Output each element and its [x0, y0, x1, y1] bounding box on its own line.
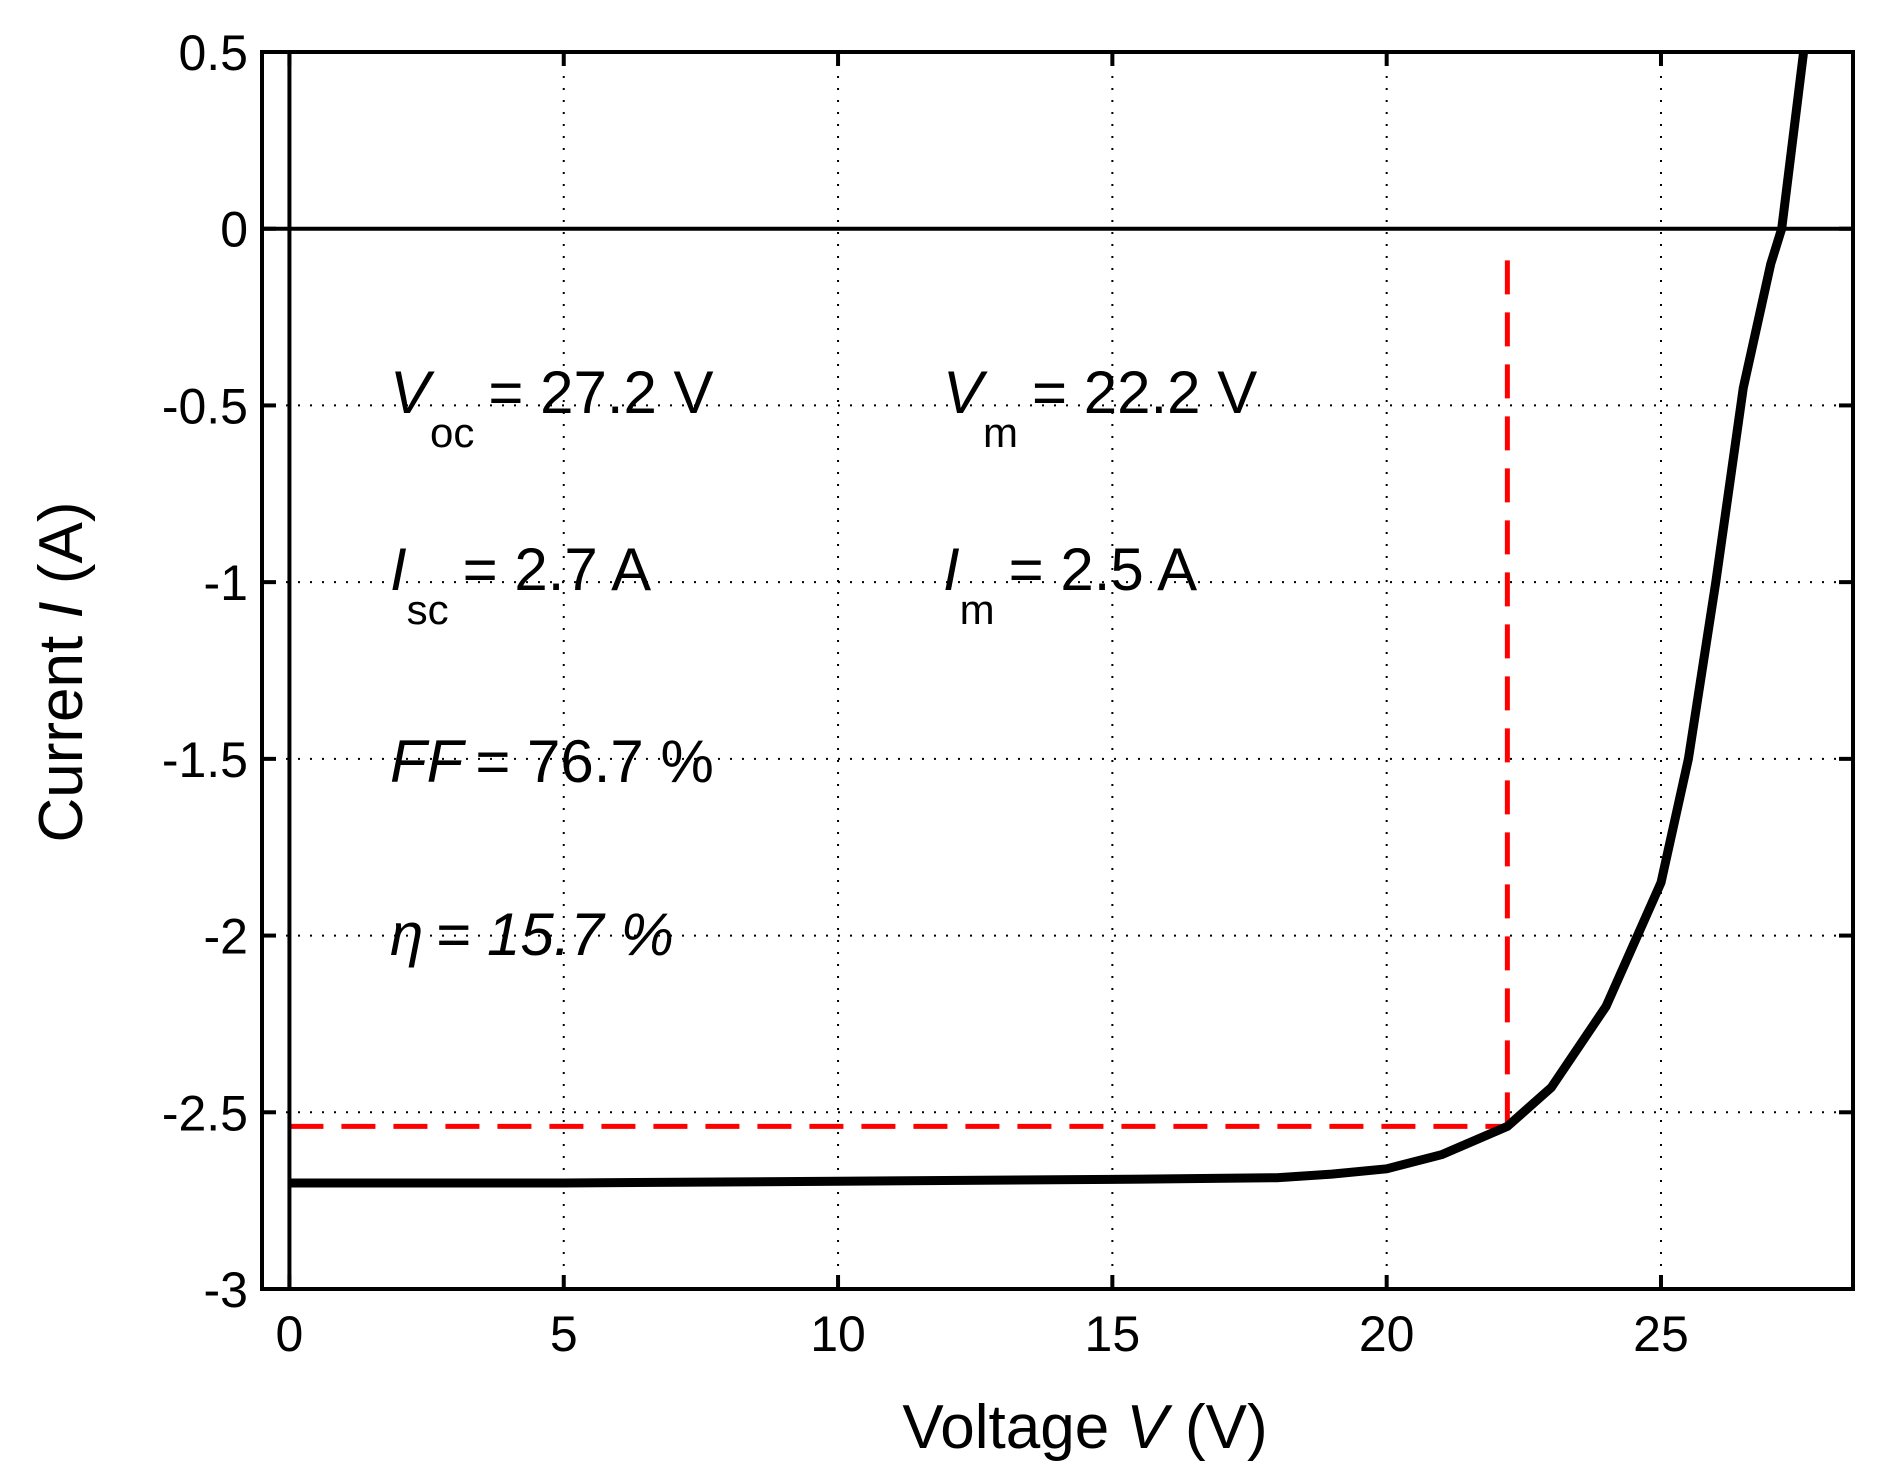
x-tick-label: 25: [1633, 1306, 1689, 1362]
x-axis-title: Voltage V (V): [902, 1393, 1267, 1462]
x-tick-label: 10: [810, 1306, 866, 1362]
annotation-ff: FF = 76.7 %: [390, 728, 714, 795]
reference-lines: [262, 52, 1853, 1289]
x-tick-labels: 0 5 10 15 20 25: [276, 1306, 1689, 1362]
annotation-eta: η = 15.7 %: [390, 901, 674, 968]
y-tick-label: -0.5: [162, 378, 248, 434]
x-tick-label: 0: [276, 1306, 304, 1362]
y-tick-label: -2.5: [162, 1085, 248, 1141]
x-tick-label: 20: [1359, 1306, 1415, 1362]
annotation-voc: Voc= 27.2 V: [390, 359, 714, 456]
x-tick-label: 15: [1085, 1306, 1141, 1362]
y-tick-label: -1.5: [162, 732, 248, 788]
y-tick-label: 0.5: [178, 25, 248, 81]
y-tick-label: -1: [204, 555, 248, 611]
x-tick-label: 5: [550, 1306, 578, 1362]
annotation-im: Im= 2.5 A: [943, 536, 1197, 633]
y-tick-labels: 0.5 0 -0.5 -1 -1.5 -2 -2.5 -3: [162, 25, 248, 1318]
y-axis-title: Current I (A): [27, 501, 96, 842]
tick-marks: [262, 50, 1853, 1291]
series-line-0: [289, 52, 1809, 1188]
y-tick-label: 0: [220, 202, 248, 258]
series-layer: [289, 52, 1809, 1188]
plot-frame: [260, 50, 1855, 1291]
annotation-vm: Vm= 22.2 V: [943, 359, 1257, 456]
annotation-isc: Isc= 2.7 A: [390, 536, 651, 633]
axes-box: [260, 50, 1855, 1291]
y-tick-label: -3: [204, 1262, 248, 1318]
y-tick-label: -2: [204, 909, 248, 965]
